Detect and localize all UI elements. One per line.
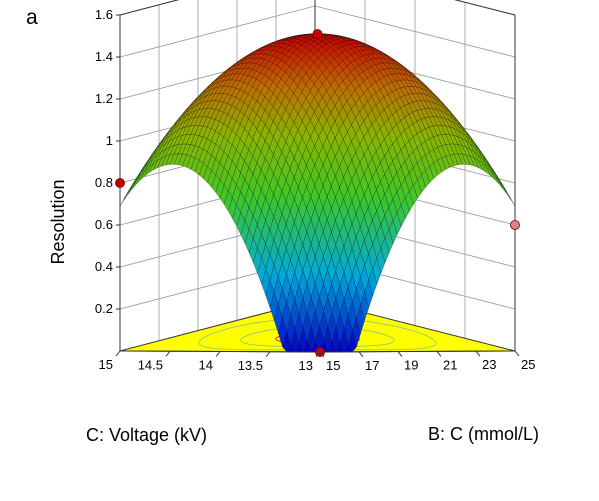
box-edge	[319, 350, 516, 353]
wall-grid-line	[119, 5, 316, 58]
y-tick-label: 14	[199, 358, 213, 373]
x-tick	[397, 351, 403, 357]
y-tick-label: 15	[99, 357, 113, 372]
wall-edge	[119, 0, 180, 16]
x-tick-label: 15	[326, 358, 340, 373]
x-tick	[514, 350, 520, 357]
z-tick-label: 1.2	[95, 91, 113, 106]
surface-patch	[498, 180, 507, 194]
design-point	[510, 220, 520, 230]
x-tick-label: 23	[482, 357, 496, 372]
z-tick-label: 1	[106, 133, 113, 148]
response-surface	[119, 33, 516, 353]
z-axis-title: Resolution	[48, 179, 68, 264]
design-point	[312, 29, 323, 39]
y-tick	[165, 350, 171, 357]
y-tick	[215, 351, 221, 357]
z-tick-label: 1.4	[95, 49, 113, 64]
y-tick	[265, 351, 271, 358]
wall-edge	[454, 0, 516, 16]
x-tick	[319, 351, 325, 358]
surface-patch	[494, 175, 503, 189]
surface-patch	[124, 185, 133, 200]
x-tick-label: 17	[365, 358, 379, 373]
x-tick-label: 21	[443, 357, 457, 372]
x-tick-label: 25	[521, 357, 535, 372]
x-tick-label: 19	[404, 358, 418, 373]
z-tick-label: 0.6	[95, 217, 113, 232]
y-tick-label: 13.5	[238, 358, 263, 373]
z-tick-label: 0.4	[95, 259, 113, 274]
z-tick-label: 0.2	[95, 301, 113, 316]
x-tick	[358, 351, 364, 358]
panel-label: a	[26, 6, 38, 29]
x-tick	[436, 351, 442, 357]
x-tick	[475, 350, 481, 357]
x-axis-title: B: C (mmol/L)	[428, 424, 539, 444]
y-tick	[115, 350, 121, 357]
z-tick-label: 0.8	[95, 175, 113, 190]
surface-patch	[128, 180, 137, 194]
surface-patch	[502, 185, 512, 200]
y-tick-label: 14.5	[138, 357, 163, 372]
z-tick-label: 1.6	[95, 7, 113, 22]
y-tick-label: 13	[299, 358, 313, 373]
surface-patch	[132, 175, 141, 189]
y-axis-title: C: Voltage (kV)	[86, 425, 207, 445]
y-tick	[315, 351, 321, 358]
